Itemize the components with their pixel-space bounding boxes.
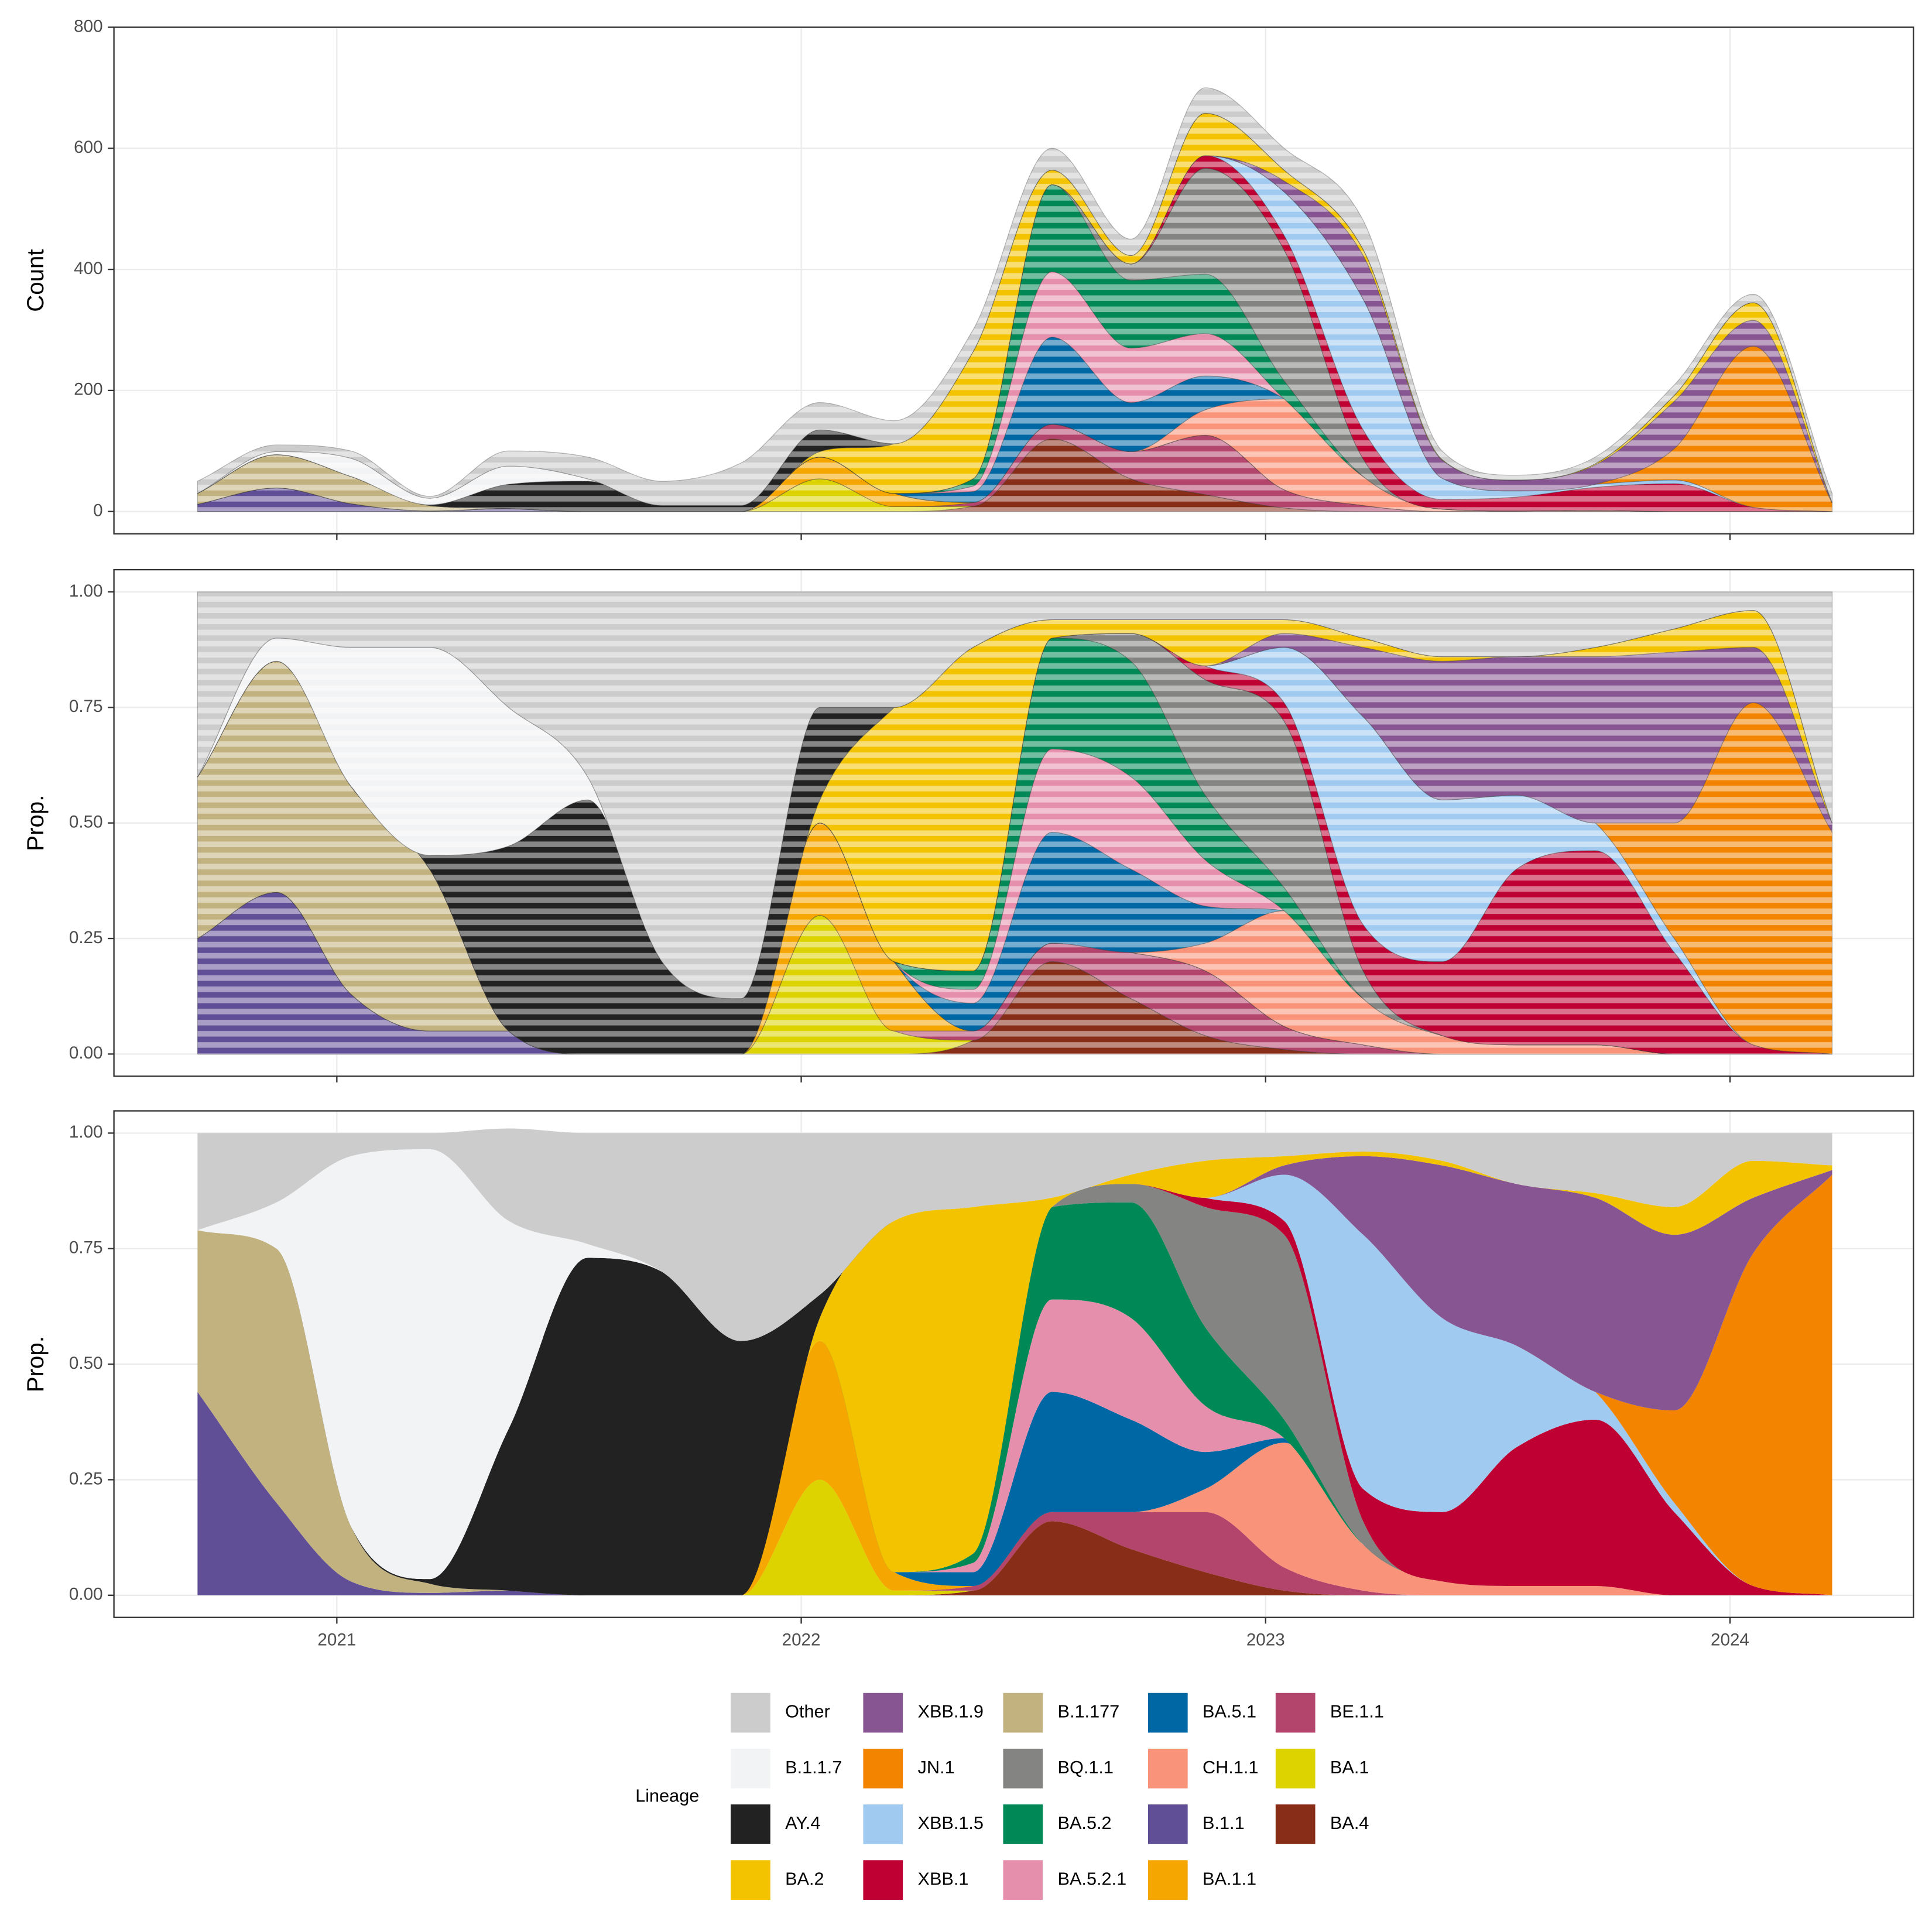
legend-label: B.1.177 <box>1058 1702 1120 1722</box>
legend-key <box>731 1748 770 1789</box>
legend-label: BA.5.1 <box>1203 1702 1256 1722</box>
legend-label: BA.1.1 <box>1203 1869 1256 1889</box>
y-tick-label: 0 <box>93 501 102 520</box>
legend-label: JN.1 <box>918 1758 955 1777</box>
area <box>197 1128 1832 1341</box>
legend-key <box>1003 1693 1043 1733</box>
area <box>197 155 1833 512</box>
legend-key <box>1275 1748 1316 1789</box>
area <box>197 1184 1832 1595</box>
legend-label: BA.1 <box>1330 1758 1369 1777</box>
legend-key <box>863 1804 903 1844</box>
y-axis-title: Count <box>22 249 49 312</box>
area <box>197 1202 1832 1595</box>
legend-key <box>863 1748 903 1789</box>
x-tick-label: 2022 <box>782 1630 821 1650</box>
area <box>197 1299 1832 1595</box>
area <box>197 87 1833 506</box>
y-tick-label: 0.50 <box>69 813 103 832</box>
legend-label: XBB.1.9 <box>918 1702 984 1722</box>
area <box>197 1151 1832 1595</box>
legend-label: XBB.1.5 <box>918 1813 984 1833</box>
area <box>197 1341 1832 1595</box>
area <box>197 1156 1832 1595</box>
area <box>197 1151 1832 1595</box>
legend-label: BA.5.2 <box>1058 1813 1112 1833</box>
x-tick-label: 2021 <box>317 1630 356 1650</box>
area <box>197 1149 1832 1580</box>
y-tick-label: 0.75 <box>69 1238 103 1258</box>
legend-label: BE.1.1 <box>1330 1702 1384 1722</box>
legend-key <box>1147 1860 1188 1900</box>
y-axis-title: Prop. <box>22 1336 49 1392</box>
legend-label: BA.4 <box>1330 1813 1369 1833</box>
panel-border <box>113 26 1914 535</box>
legend-label: XBB.1 <box>918 1869 969 1889</box>
legend-key <box>1275 1693 1316 1733</box>
y-tick-label: 800 <box>74 16 102 36</box>
y-tick-label: 0.75 <box>69 697 103 716</box>
legend-label: CH.1.1 <box>1203 1758 1258 1777</box>
legend-key <box>731 1860 770 1900</box>
legend-key <box>863 1860 903 1900</box>
y-tick-label: 1.00 <box>69 581 103 601</box>
y-tick-label: 0.25 <box>69 928 103 947</box>
legend-key <box>1003 1860 1043 1900</box>
legend-label: B.1.1 <box>1203 1813 1245 1833</box>
y-tick-label: 0.50 <box>69 1354 103 1373</box>
area <box>197 1521 1832 1595</box>
y-tick-label: 1.00 <box>69 1122 103 1142</box>
legend-label: Other <box>785 1702 830 1722</box>
legend-label: B.1.1.7 <box>785 1758 842 1777</box>
panel-border <box>113 1110 1914 1618</box>
y-axis-title: Prop. <box>22 795 49 851</box>
y-tick-label: 0.00 <box>69 1043 103 1063</box>
y-tick-label: 200 <box>74 380 102 399</box>
legend-title: Lineage <box>635 1786 699 1806</box>
legend-label: AY.4 <box>785 1813 820 1833</box>
area <box>197 1184 1832 1595</box>
legend-key <box>1275 1804 1316 1844</box>
legend-key <box>731 1693 770 1733</box>
legend-label: BQ.1.1 <box>1058 1758 1114 1777</box>
panel-border <box>113 568 1914 1077</box>
y-tick-label: 600 <box>74 138 102 157</box>
area <box>197 1174 1832 1595</box>
x-tick-label: 2023 <box>1246 1630 1285 1650</box>
y-tick-label: 0.25 <box>69 1469 103 1488</box>
legend-key <box>1147 1748 1188 1789</box>
y-tick-label: 400 <box>74 259 102 278</box>
legend-key <box>1147 1804 1188 1844</box>
legend-key <box>731 1804 770 1844</box>
legend-key <box>863 1693 903 1733</box>
x-tick-label: 2024 <box>1711 1630 1749 1650</box>
legend-key <box>1003 1748 1043 1789</box>
legend-key <box>1003 1804 1043 1844</box>
legend-label: BA.5.2.1 <box>1058 1869 1127 1889</box>
legend-label: BA.2 <box>785 1869 824 1889</box>
y-tick-label: 0.00 <box>69 1585 103 1604</box>
legend-key <box>1147 1693 1188 1733</box>
area <box>197 591 1833 999</box>
